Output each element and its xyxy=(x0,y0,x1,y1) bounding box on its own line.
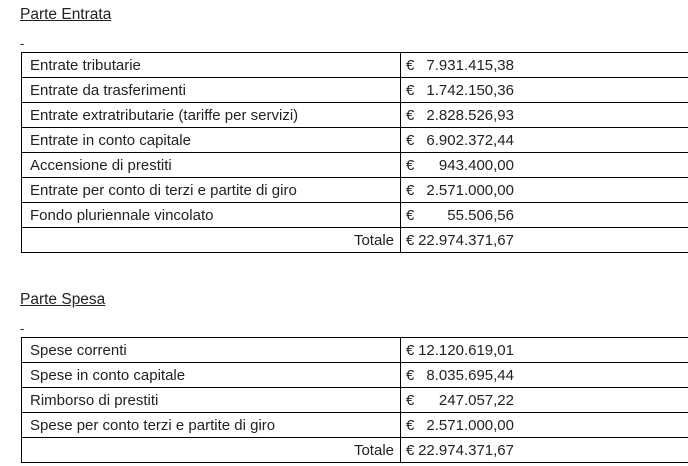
amount: 6.902.372,44 xyxy=(426,131,514,149)
total-value: € 22.974.371,67 xyxy=(400,437,688,463)
table-row: Spese correnti € 12.120.619,01 xyxy=(21,337,688,363)
total-row: Totale € 22.974.371,67 xyxy=(21,227,688,253)
currency-symbol: € xyxy=(406,391,415,409)
currency-symbol: € xyxy=(406,56,415,74)
currency-symbol: € xyxy=(406,441,415,459)
currency-symbol: € xyxy=(406,106,415,124)
table-row: Entrate da trasferimenti € 1.742.150,36 xyxy=(21,77,688,103)
currency-symbol: € xyxy=(406,131,415,149)
amount: 22.974.371,67 xyxy=(418,231,514,249)
table-row: Fondo pluriennale vincolato € 55.506,56 xyxy=(21,202,688,228)
table-row: Spese in conto capitale € 8.035.695,44 xyxy=(21,362,688,388)
row-value: € 2.571.000,00 xyxy=(400,177,688,203)
total-label: Totale xyxy=(21,437,401,463)
section-heading-entrata: Parte Entrata xyxy=(20,6,112,23)
row-label: Spese correnti xyxy=(21,337,401,363)
table-row: Entrate extratributarie (tariffe per ser… xyxy=(21,102,688,128)
row-label: Entrate extratributarie (tariffe per ser… xyxy=(21,102,401,128)
amount: 247.057,22 xyxy=(438,391,514,409)
total-label: Totale xyxy=(21,227,401,253)
currency-symbol: € xyxy=(406,416,415,434)
currency-symbol: € xyxy=(406,181,415,199)
row-value: € 8.035.695,44 xyxy=(400,362,688,388)
row-value: € 12.120.619,01 xyxy=(400,337,688,363)
entrata-table: Entrate tributarie € 7.931.415,38 Entrat… xyxy=(21,52,688,253)
dash-marker: - xyxy=(20,36,25,51)
table-row: Spese per conto terzi e partite di giro … xyxy=(21,412,688,438)
amount: 1.742.150,36 xyxy=(426,81,514,99)
currency-symbol: € xyxy=(406,341,415,359)
row-value: € 943.400,00 xyxy=(400,152,688,178)
total-row: Totale € 22.974.371,67 xyxy=(21,437,688,463)
row-value: € 247.057,22 xyxy=(400,387,688,413)
row-label: Rimborso di prestiti xyxy=(21,387,401,413)
table-row: Entrate per conto di terzi e partite di … xyxy=(21,177,688,203)
table-row: Rimborso di prestiti € 247.057,22 xyxy=(21,387,688,413)
currency-symbol: € xyxy=(406,206,415,224)
amount: 2.828.526,93 xyxy=(426,106,514,124)
spesa-table: Spese correnti € 12.120.619,01 Spese in … xyxy=(21,337,688,463)
currency-symbol: € xyxy=(406,81,415,99)
row-label: Spese in conto capitale xyxy=(21,362,401,388)
row-value: € 7.931.415,38 xyxy=(400,52,688,78)
row-value: € 6.902.372,44 xyxy=(400,127,688,153)
row-label: Entrate da trasferimenti xyxy=(21,77,401,103)
table-row: Entrate in conto capitale € 6.902.372,44 xyxy=(21,127,688,153)
amount: 22.974.371,67 xyxy=(418,441,514,459)
row-value: € 2.828.526,93 xyxy=(400,102,688,128)
row-label: Entrate tributarie xyxy=(21,52,401,78)
amount: 55.506,56 xyxy=(447,206,514,224)
amount: 12.120.619,01 xyxy=(418,341,514,359)
row-label: Entrate per conto di terzi e partite di … xyxy=(21,177,401,203)
currency-symbol: € xyxy=(406,156,415,174)
row-label: Fondo pluriennale vincolato xyxy=(21,202,401,228)
currency-symbol: € xyxy=(406,366,415,384)
row-value: € 55.506,56 xyxy=(400,202,688,228)
amount: 943.400,00 xyxy=(438,156,514,174)
table-row: Entrate tributarie € 7.931.415,38 xyxy=(21,52,688,78)
amount: 8.035.695,44 xyxy=(426,366,514,384)
row-label: Accensione di prestiti xyxy=(21,152,401,178)
amount: 2.571.000,00 xyxy=(426,416,514,434)
section-heading-spesa: Parte Spesa xyxy=(20,291,106,308)
total-value: € 22.974.371,67 xyxy=(400,227,688,253)
row-value: € 2.571.000,00 xyxy=(400,412,688,438)
table-row: Accensione di prestiti € 943.400,00 xyxy=(21,152,688,178)
row-label: Spese per conto terzi e partite di giro xyxy=(21,412,401,438)
row-value: € 1.742.150,36 xyxy=(400,77,688,103)
amount: 7.931.415,38 xyxy=(426,56,514,74)
row-label: Entrate in conto capitale xyxy=(21,127,401,153)
dash-marker: - xyxy=(20,321,25,336)
currency-symbol: € xyxy=(406,231,415,249)
amount: 2.571.000,00 xyxy=(426,181,514,199)
